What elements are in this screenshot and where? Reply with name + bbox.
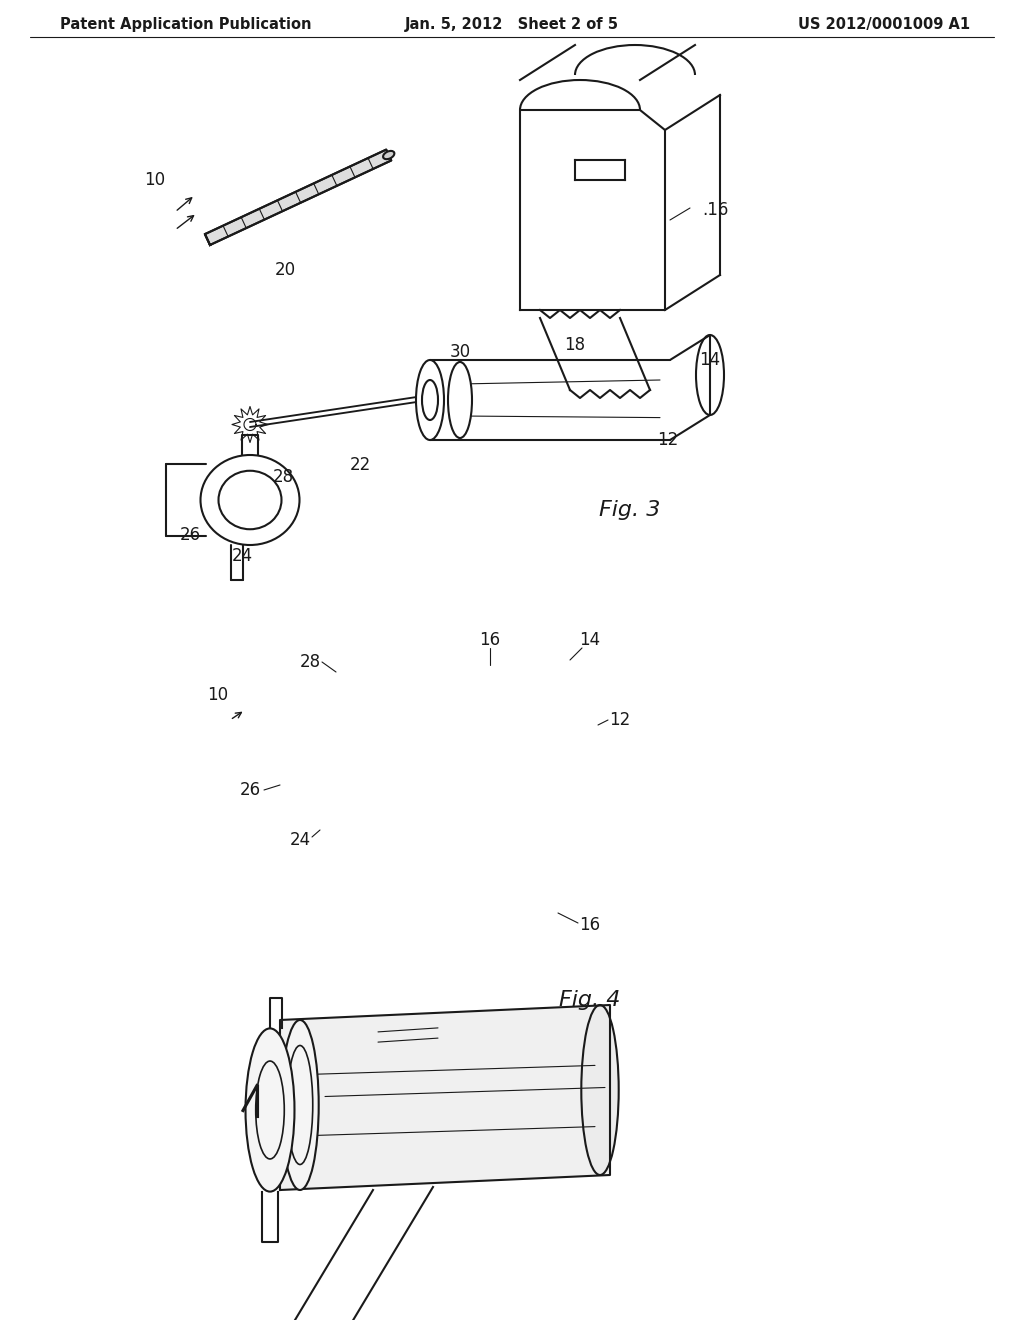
Ellipse shape <box>218 471 282 529</box>
Text: Patent Application Publication: Patent Application Publication <box>60 17 311 33</box>
Ellipse shape <box>449 362 472 438</box>
Text: 16: 16 <box>580 916 600 935</box>
Text: 12: 12 <box>657 432 679 449</box>
Ellipse shape <box>282 1020 318 1191</box>
Ellipse shape <box>582 1005 618 1175</box>
Text: 30: 30 <box>450 343 471 360</box>
Ellipse shape <box>246 1028 295 1192</box>
Text: 26: 26 <box>240 781 260 799</box>
Text: .16: .16 <box>701 201 728 219</box>
Text: 18: 18 <box>564 337 586 354</box>
Text: 24: 24 <box>231 546 253 565</box>
Text: 14: 14 <box>580 631 600 649</box>
Ellipse shape <box>256 1061 285 1159</box>
Text: 28: 28 <box>272 469 294 486</box>
Text: US 2012/0001009 A1: US 2012/0001009 A1 <box>798 17 970 33</box>
Ellipse shape <box>288 1045 312 1164</box>
Text: 24: 24 <box>290 832 310 849</box>
Text: 20: 20 <box>274 261 296 279</box>
Text: Fig. 3: Fig. 3 <box>599 500 660 520</box>
Text: 26: 26 <box>179 525 201 544</box>
Ellipse shape <box>696 335 724 414</box>
Text: Fig. 4: Fig. 4 <box>559 990 621 1010</box>
Ellipse shape <box>201 455 299 545</box>
Text: 10: 10 <box>144 172 166 189</box>
Text: 14: 14 <box>699 351 721 370</box>
Text: 16: 16 <box>479 631 501 649</box>
Text: 12: 12 <box>609 711 631 729</box>
Ellipse shape <box>422 380 438 420</box>
Polygon shape <box>205 149 391 246</box>
Text: 28: 28 <box>299 653 321 671</box>
Text: 22: 22 <box>349 455 371 474</box>
Text: 10: 10 <box>208 686 228 704</box>
Text: Jan. 5, 2012   Sheet 2 of 5: Jan. 5, 2012 Sheet 2 of 5 <box>406 17 618 33</box>
Ellipse shape <box>383 150 394 160</box>
Polygon shape <box>280 1005 610 1191</box>
Ellipse shape <box>416 360 444 440</box>
